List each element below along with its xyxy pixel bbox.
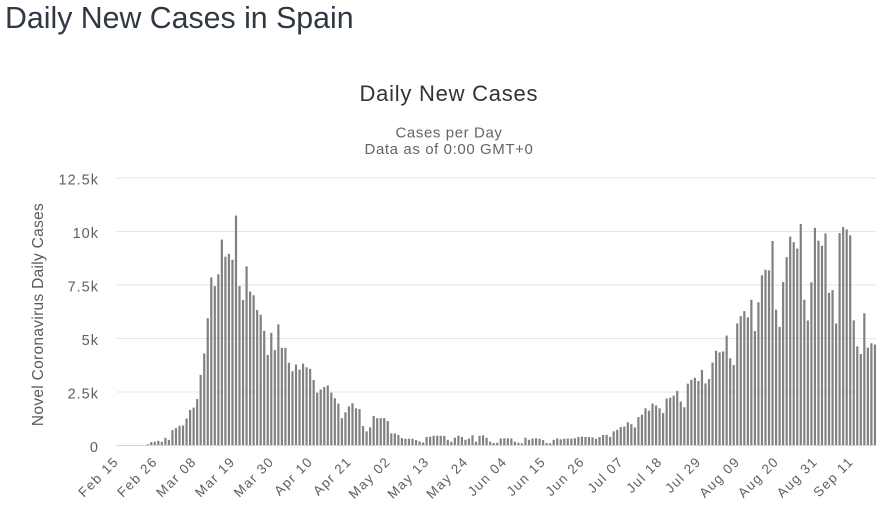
svg-text:Jun 04: Jun 04 [465,454,510,499]
svg-text:10k: 10k [73,226,99,242]
svg-text:Jun 15: Jun 15 [504,454,549,499]
svg-text:Cases per Day: Cases per Day [395,125,502,142]
svg-text:May 02: May 02 [346,454,394,502]
svg-text:Mar 19: Mar 19 [192,454,238,500]
svg-text:Mar 30: Mar 30 [231,454,277,500]
svg-text:Feb 26: Feb 26 [114,454,160,500]
svg-text:Sep 11: Sep 11 [810,454,856,500]
svg-text:Apr 10: Apr 10 [271,454,316,499]
svg-text:Jul 07: Jul 07 [584,454,626,496]
svg-text:Jul 18: Jul 18 [623,454,665,496]
svg-text:May 13: May 13 [384,454,432,502]
svg-text:Data as of 0:00 GMT+0: Data as of 0:00 GMT+0 [365,141,534,158]
svg-text:5k: 5k [82,333,99,349]
svg-text:Jun 26: Jun 26 [543,454,588,499]
svg-text:Mar 08: Mar 08 [153,454,199,500]
svg-text:May 24: May 24 [423,454,471,502]
svg-text:2.5k: 2.5k [68,386,99,402]
svg-text:Novel Coronavirus Daily Cases: Novel Coronavirus Daily Cases [30,203,47,426]
svg-text:12.5k: 12.5k [59,172,99,188]
svg-text:Aug 09: Aug 09 [696,454,743,501]
svg-text:0: 0 [90,440,99,456]
svg-text:Feb 15: Feb 15 [75,454,121,500]
svg-text:Daily New Cases: Daily New Cases [360,81,539,106]
svg-text:Aug 20: Aug 20 [735,454,782,501]
svg-text:7.5k: 7.5k [68,279,99,295]
